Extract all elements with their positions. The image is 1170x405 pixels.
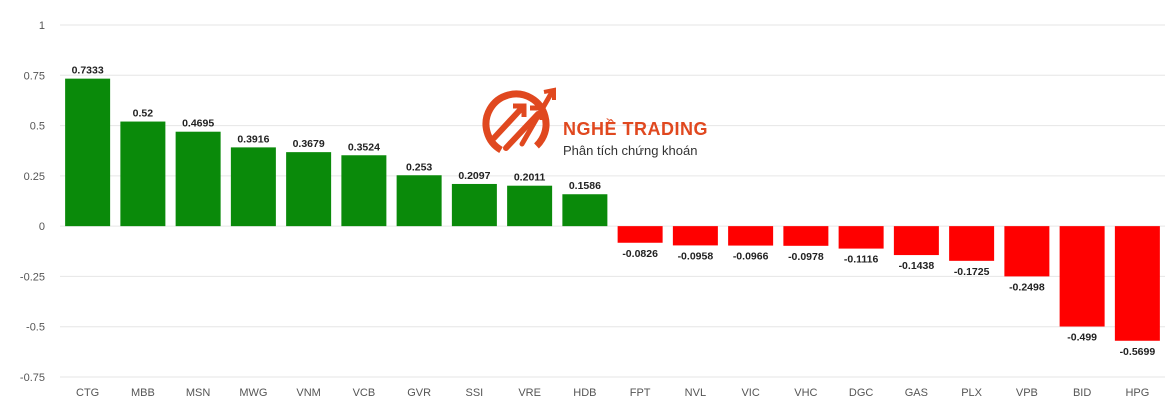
y-axis-ticks: 1 0.75 0.5 0.25 0 -0.25 -0.5 -0.75 [20, 20, 45, 384]
trading-arrows-icon [482, 87, 556, 158]
y-tick-label: 0 [39, 221, 45, 233]
bar-vnm [286, 152, 332, 227]
bar-dgc [838, 226, 884, 249]
data-label: -0.0958 [678, 250, 714, 262]
x-tick-label: GVR [407, 387, 431, 399]
x-tick-label: PLX [961, 387, 982, 399]
x-tick-label: FPT [630, 387, 651, 399]
bar-fpt [617, 226, 663, 243]
bar-ssi [451, 183, 497, 227]
data-label: 0.3524 [348, 141, 380, 153]
data-label: 0.253 [406, 161, 432, 173]
x-tick-label: HPG [1125, 387, 1149, 399]
bar-mwg [230, 147, 276, 227]
x-tick-label: VIC [741, 387, 759, 399]
y-tick-label: 0.5 [30, 121, 45, 133]
data-label: 0.1586 [569, 180, 601, 192]
brand-tagline: Phân tích chứng khoán [563, 143, 698, 158]
bar-gvr [396, 175, 442, 227]
y-tick-label: 0.25 [24, 171, 45, 183]
grid [60, 24, 1165, 378]
x-tick-label: NVL [685, 387, 706, 399]
x-tick-label: GAS [905, 387, 928, 399]
bar-ctg [65, 78, 111, 227]
bar-gas [893, 226, 939, 256]
x-tick-label: SSI [466, 387, 484, 399]
data-label: -0.2498 [1009, 281, 1045, 293]
data-label: 0.3679 [293, 138, 325, 150]
data-label: -0.1116 [844, 254, 879, 266]
data-label: -0.1438 [899, 260, 935, 272]
data-labels: 0.7333 0.52 0.4695 0.3916 0.3679 0.3524 0.253 0… [72, 65, 1156, 358]
x-tick-label: VRE [518, 387, 541, 399]
bar-nvl [672, 226, 718, 246]
data-label: -0.5699 [1120, 346, 1156, 358]
bars [65, 78, 1160, 341]
y-tick-label: 0.75 [24, 70, 45, 82]
data-label: -0.0978 [788, 251, 824, 263]
brand-name: NGHỀ TRADING [563, 119, 708, 139]
data-label: 0.2011 [514, 172, 546, 184]
bar-vic [728, 226, 774, 246]
data-label: -0.1725 [954, 266, 990, 278]
data-label: 0.7333 [72, 65, 104, 77]
data-label: 0.52 [133, 108, 154, 120]
x-tick-label: MSN [186, 387, 211, 399]
x-tick-label: BID [1073, 387, 1091, 399]
y-tick-label: -0.25 [20, 271, 45, 283]
x-tick-label: DGC [849, 387, 874, 399]
x-tick-label: HDB [573, 387, 596, 399]
x-tick-label: MWG [239, 387, 267, 399]
bar-vpb [1004, 226, 1050, 277]
bar-hdb [562, 194, 608, 227]
x-tick-label: VCB [353, 387, 376, 399]
y-tick-label: -0.75 [20, 372, 45, 384]
data-label: 0.2097 [458, 170, 490, 182]
x-tick-label: VNM [296, 387, 320, 399]
bar-vhc [783, 226, 829, 246]
bar-msn [175, 131, 221, 227]
data-label: -0.0826 [622, 248, 658, 260]
bar-vcb [341, 155, 387, 227]
x-axis-ticks: CTG MBB MSN MWG VNM VCB GVR SSI VRE HDB FPT NVL VIC V… [76, 387, 1149, 399]
y-tick-label: -0.5 [26, 322, 45, 334]
bar-mbb [120, 121, 166, 227]
bar-vre [507, 185, 553, 227]
bar-bid [1059, 226, 1105, 327]
x-tick-label: VHC [794, 387, 817, 399]
bar-plx [949, 226, 995, 261]
data-label: -0.499 [1067, 332, 1097, 344]
bar-hpg [1114, 226, 1160, 341]
y-tick-label: 1 [39, 20, 45, 32]
watermark-logo: NGHỀ TRADING Phân tích chứng khoán [480, 86, 730, 166]
data-label: 0.3916 [237, 133, 269, 145]
x-tick-label: CTG [76, 387, 99, 399]
x-tick-label: MBB [131, 387, 155, 399]
data-label: 0.4695 [182, 118, 214, 130]
x-tick-label: VPB [1016, 387, 1038, 399]
data-label: -0.0966 [733, 251, 769, 263]
